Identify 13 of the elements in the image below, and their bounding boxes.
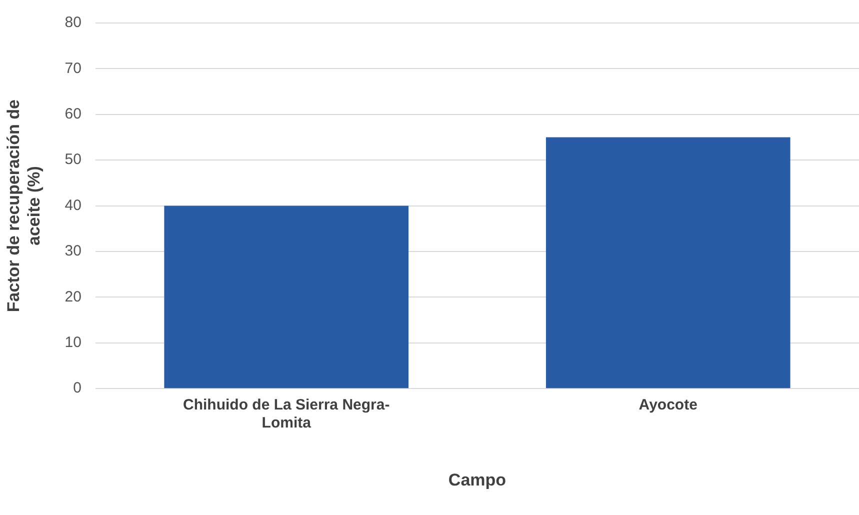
y-tick-label: 60 [64, 106, 82, 123]
y-tick-label: 80 [64, 14, 82, 32]
y-axis-title: Factor de recuperación de aceite (%) [4, 100, 44, 312]
y-tick-label: 0 [73, 380, 82, 397]
x-tick-label: Ayocote [638, 396, 698, 414]
x-axis-title: Campo [448, 470, 506, 490]
y-tick-label: 30 [64, 242, 82, 260]
y-tick-label: 20 [64, 288, 82, 306]
y-tick-label: 10 [64, 334, 82, 352]
x-tick-label: Chihuido de La Sierra Negra-Lomita [183, 396, 390, 432]
y-tick-label: 40 [64, 196, 82, 214]
y-tick-label: 70 [64, 60, 82, 77]
y-tick-label: 50 [64, 151, 82, 168]
